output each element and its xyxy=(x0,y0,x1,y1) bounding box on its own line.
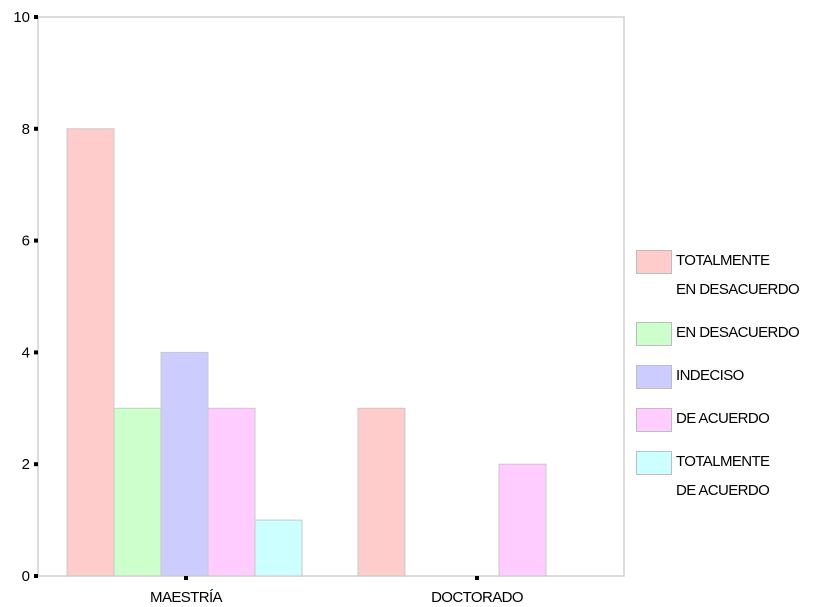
legend-swatch xyxy=(636,322,672,346)
y-tick-label: 0 xyxy=(22,568,30,585)
bar-1-3 xyxy=(498,463,547,577)
legend-swatch xyxy=(636,250,672,274)
y-tick-mark xyxy=(34,462,38,467)
y-tick-label: 8 xyxy=(22,121,30,138)
bar-0-2 xyxy=(160,351,209,577)
legend-swatch xyxy=(636,408,672,432)
legend-swatch xyxy=(636,451,672,475)
y-tick-mark xyxy=(34,574,38,578)
legend-item: TOTALMENTE EN DESACUERDO xyxy=(636,250,838,304)
legend-label: DE ACUERDO xyxy=(676,410,770,427)
x-tick-label: DOCTORADO xyxy=(431,589,523,606)
bar-0-0 xyxy=(66,128,115,577)
y-tick-label: 10 xyxy=(13,9,30,26)
y-tick-mark xyxy=(34,350,38,355)
plot-frame xyxy=(37,16,625,577)
bar-0-4 xyxy=(254,519,303,577)
bar-0-3 xyxy=(207,407,256,577)
y-tick-label: 4 xyxy=(22,344,30,361)
y-tick-label: 6 xyxy=(22,233,30,250)
y-tick-label: 2 xyxy=(22,456,30,473)
bar-0-1 xyxy=(113,407,162,577)
legend-label: INDECISO xyxy=(676,367,744,384)
x-tick-mark xyxy=(475,576,479,580)
legend-item: TOTALMENTE DE ACUERDO xyxy=(636,451,838,505)
x-axis: MAESTRÍA DOCTORADO xyxy=(150,576,524,606)
legend-item: DE ACUERDO xyxy=(636,408,838,433)
bars-group xyxy=(66,128,547,577)
y-tick-mark xyxy=(34,238,38,243)
legend: TOTALMENTE EN DESACUERDO EN DESACUERDO IND… xyxy=(636,250,838,523)
legend-label: TOTALMENTE DE ACUERDO xyxy=(676,453,770,499)
legend-label: TOTALMENTE EN DESACUERDO xyxy=(676,252,800,298)
legend-swatch xyxy=(636,365,672,389)
legend-item: INDECISO xyxy=(636,365,838,390)
y-tick-mark xyxy=(34,15,38,19)
y-axis: 0 2 4 6 8 10 xyxy=(13,9,38,585)
x-tick-mark xyxy=(184,576,188,580)
legend-label: EN DESACUERDO xyxy=(676,324,800,341)
bar-1-0 xyxy=(357,407,406,577)
legend-item: EN DESACUERDO xyxy=(636,322,838,347)
y-tick-mark xyxy=(34,126,38,131)
x-tick-label: MAESTRÍA xyxy=(150,589,222,606)
